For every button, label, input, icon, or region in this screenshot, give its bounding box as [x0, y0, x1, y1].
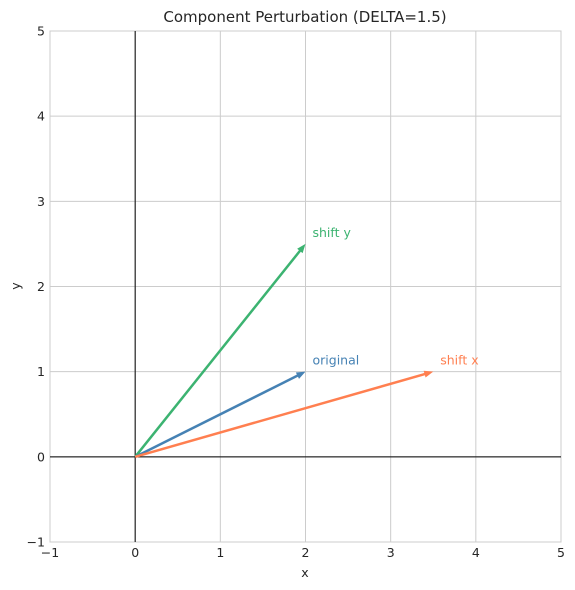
chart-title: Component Perturbation (DELTA=1.5): [163, 8, 446, 26]
vector-original: original: [134, 353, 360, 458]
vector-arrowhead: [295, 371, 306, 379]
y-axis-label: y: [8, 282, 23, 290]
y-tick-label: 4: [37, 109, 45, 124]
y-tick-label: 5: [37, 24, 45, 39]
x-tick-label: 2: [302, 545, 310, 560]
x-tick-label: 5: [557, 545, 565, 560]
x-tick-labels: −1 0 1 2 3 4 5: [41, 545, 565, 560]
vector-shaft: [134, 248, 303, 458]
plot-frame: [49, 30, 562, 543]
vector-shaft: [134, 373, 300, 458]
x-tick-label: 4: [472, 545, 480, 560]
vector-arrowhead: [423, 370, 434, 378]
x-tick-label: 3: [387, 545, 395, 560]
vector-label: shift x: [440, 353, 478, 368]
y-tick-labels: −1 0 1 2 3 4 5: [27, 24, 45, 550]
grid: [49, 30, 562, 543]
x-tick-label: −1: [41, 545, 59, 560]
vector-label: original: [313, 353, 360, 368]
x-tick-label: 1: [216, 545, 224, 560]
x-tick-label: 0: [131, 545, 139, 560]
y-tick-label: 1: [37, 364, 45, 379]
vector-label: shift y: [313, 225, 352, 240]
vector-shaft: [134, 372, 427, 459]
y-tick-label: 3: [37, 194, 45, 209]
y-tick-label: 2: [37, 279, 45, 294]
vectors: shift y original shift x: [134, 225, 479, 459]
vector-shift-x: shift x: [134, 353, 479, 459]
x-axis-label: x: [301, 565, 308, 580]
vector-arrowhead: [297, 243, 306, 254]
y-tick-label: 0: [37, 449, 45, 464]
vector-shift-y: shift y: [134, 225, 352, 458]
y-tick-label: −1: [27, 535, 45, 550]
